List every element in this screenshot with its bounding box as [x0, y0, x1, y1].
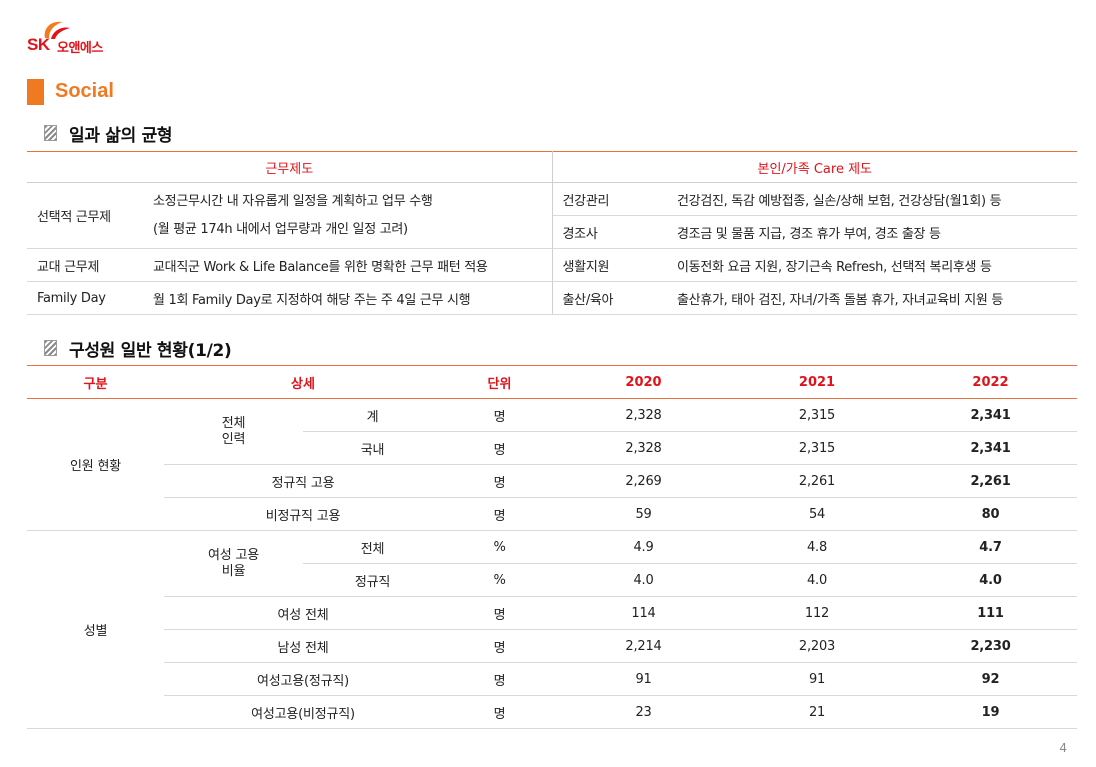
group-total-staff-line: 전체 [221, 415, 246, 431]
care-name: 생활지원 [552, 248, 667, 282]
row-2022: 4.7 [904, 530, 1078, 564]
group-female-ratio-line: 여성 고용 [208, 547, 259, 563]
row-name: 선택적 근무제 [27, 182, 143, 249]
header-2020: 2020 [557, 365, 731, 399]
logo-brand: SK [27, 35, 50, 54]
page-number: 4 [1059, 741, 1067, 755]
row-2022: 111 [904, 596, 1078, 630]
logo-company-name: 오앤에스 [57, 41, 103, 56]
row-2022: 92 [904, 662, 1078, 696]
row-2022: 2,230 [904, 629, 1078, 663]
row-2022: 2,341 [904, 398, 1078, 432]
row-unit: 명 [442, 629, 558, 663]
row-2020: 4.9 [557, 530, 731, 564]
row-detail: 계 [303, 398, 443, 432]
row-2020: 23 [557, 695, 731, 729]
row-2022: 4.0 [904, 563, 1078, 597]
row-2022: 2,341 [904, 431, 1078, 465]
members-heading: 구성원 일반 현황(1/2) [44, 338, 232, 361]
company-logo: SK 오앤에스 [27, 18, 137, 56]
header-category: 구분 [27, 365, 164, 399]
row-desc-line: 소정근무시간 내 자유롭게 일정을 계획하고 업무 수행 [153, 193, 433, 209]
row-unit: 명 [442, 398, 558, 432]
care-name: 경조사 [552, 215, 667, 249]
row-2021: 2,315 [730, 398, 905, 432]
group-female-ratio-line: 비율 [221, 563, 246, 579]
hatch-square-icon [44, 340, 57, 356]
members-table: 구분 상세 단위 2020 2021 2022 인원 현황 전체 인력 계 명 … [27, 365, 1078, 729]
row-unit: 명 [442, 695, 558, 729]
section-accent-bar [27, 79, 44, 105]
header-detail: 상세 [164, 365, 443, 399]
row-detail: 정규직 고용 [164, 464, 443, 498]
row-2020: 4.0 [557, 563, 731, 597]
header-work-system: 근무제도 [27, 151, 553, 183]
row-2020: 2,214 [557, 629, 731, 663]
row-desc: 월 1회 Family Day로 지정하여 해당 주는 주 4일 근무 시행 [143, 281, 553, 315]
row-2021: 2,203 [730, 629, 905, 663]
row-unit: 명 [442, 596, 558, 630]
header-care-system: 본인/가족 Care 제도 [552, 151, 1078, 183]
row-2021: 54 [730, 497, 905, 531]
section-title: Social [55, 80, 114, 102]
care-name: 출산/육아 [552, 281, 667, 315]
work-life-table: 근무제도 본인/가족 Care 제도 선택적 근무제 소정근무시간 내 자유롭게… [27, 151, 1078, 315]
row-unit: % [442, 530, 558, 564]
row-detail: 여성 전체 [164, 596, 443, 630]
care-desc: 경조금 및 물품 지급, 경조 휴가 부여, 경조 출장 등 [667, 215, 1078, 249]
row-detail: 남성 전체 [164, 629, 443, 663]
care-name: 건강관리 [552, 182, 667, 216]
group-total-staff: 전체 인력 [164, 398, 303, 465]
row-desc-line: (월 평균 174h 내에서 업무량과 개인 일정 고려) [153, 221, 408, 237]
row-detail: 비정규직 고용 [164, 497, 443, 531]
row-2021: 91 [730, 662, 905, 696]
care-desc: 이동전화 요금 지원, 장기근속 Refresh, 선택적 복리후생 등 [667, 248, 1078, 282]
row-detail: 여성고용(비정규직) [164, 695, 443, 729]
care-desc: 건강검진, 독감 예방접종, 실손/상해 보험, 건강상담(월1회) 등 [667, 182, 1078, 216]
row-detail: 국내 [303, 431, 443, 465]
header-2021: 2021 [730, 365, 905, 399]
row-2020: 2,269 [557, 464, 731, 498]
work-life-title: 일과 삶의 균형 [69, 125, 173, 146]
header-unit: 단위 [442, 365, 558, 399]
row-2020: 2,328 [557, 398, 731, 432]
row-unit: % [442, 563, 558, 597]
row-desc: 교대직군 Work & Life Balance를 위한 명확한 근무 패턴 적… [143, 248, 553, 282]
row-2021: 2,261 [730, 464, 905, 498]
row-2021: 4.0 [730, 563, 905, 597]
group-gender: 성별 [27, 530, 164, 729]
members-title: 구성원 일반 현황(1/2) [69, 340, 232, 361]
row-detail: 정규직 [303, 563, 443, 597]
hatch-square-icon [44, 125, 57, 141]
care-desc: 출산휴가, 태아 검진, 자녀/가족 돌봄 휴가, 자녀교육비 지원 등 [667, 281, 1078, 315]
group-female-ratio: 여성 고용 비율 [164, 530, 303, 597]
row-name: Family Day [27, 281, 143, 315]
row-detail: 전체 [303, 530, 443, 564]
row-2021: 2,315 [730, 431, 905, 465]
row-2020: 91 [557, 662, 731, 696]
row-2021: 4.8 [730, 530, 905, 564]
row-unit: 명 [442, 662, 558, 696]
row-name: 교대 근무제 [27, 248, 143, 282]
group-total-staff-line: 인력 [221, 431, 246, 447]
row-unit: 명 [442, 431, 558, 465]
row-2022: 19 [904, 695, 1078, 729]
row-2020: 59 [557, 497, 731, 531]
group-staff: 인원 현황 [27, 398, 164, 531]
row-2021: 21 [730, 695, 905, 729]
work-life-heading: 일과 삶의 균형 [44, 123, 173, 146]
row-2020: 2,328 [557, 431, 731, 465]
row-2022: 80 [904, 497, 1078, 531]
header-2022: 2022 [904, 365, 1078, 399]
row-detail: 여성고용(정규직) [164, 662, 443, 696]
row-desc: 소정근무시간 내 자유롭게 일정을 계획하고 업무 수행 (월 평균 174h … [143, 182, 553, 249]
row-unit: 명 [442, 497, 558, 531]
row-unit: 명 [442, 464, 558, 498]
row-2020: 114 [557, 596, 731, 630]
row-2022: 2,261 [904, 464, 1078, 498]
sk-happiness-wings-icon [44, 21, 70, 39]
row-2021: 112 [730, 596, 905, 630]
